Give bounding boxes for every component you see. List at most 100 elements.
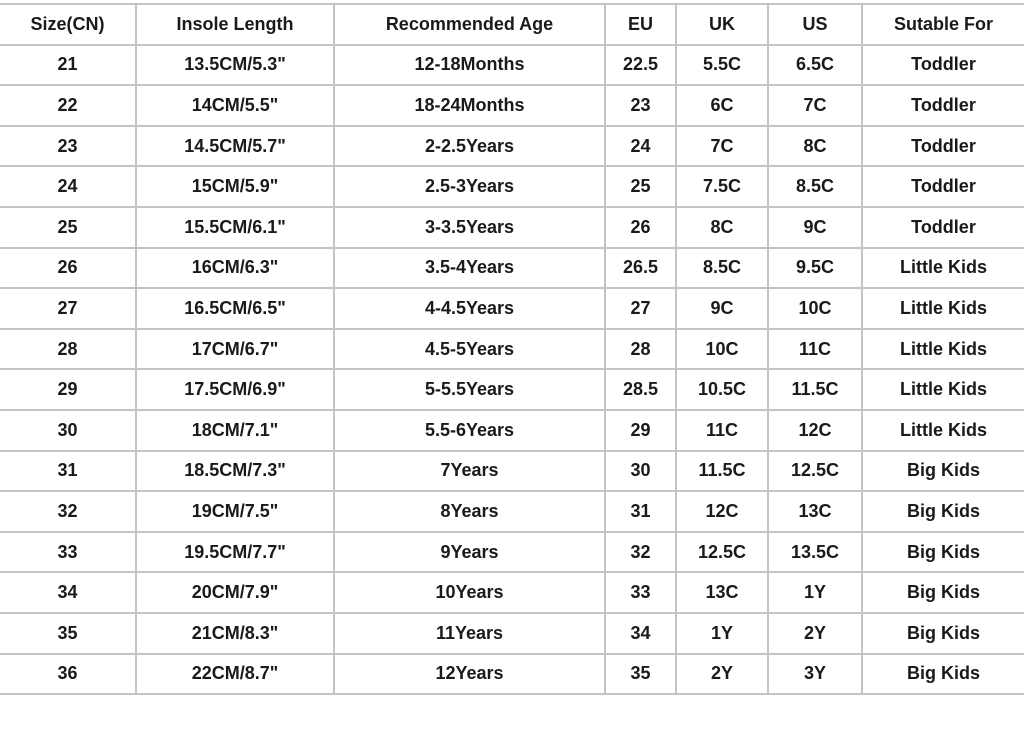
cell-insole-length: 18.5CM/7.3" — [135, 449, 335, 493]
table-row: 25 15.5CM/6.1" 3-3.5Years 26 8C 9C Toddler — [0, 205, 1024, 249]
table-row: 23 14.5CM/5.7" 2-2.5Years 24 7C 8C Toddler — [0, 124, 1024, 168]
cell-eu: 28.5 — [604, 368, 677, 411]
table-row: 30 18CM/7.1" 5.5-6Years 29 11C 12C Little Kids — [0, 408, 1024, 452]
cell-us: 9.5C — [767, 246, 863, 290]
cell-size-cn: 32 — [0, 490, 137, 533]
cell-insole-length: 19CM/7.5" — [135, 490, 335, 533]
cell-size-cn: 23 — [0, 124, 137, 168]
table-row: 33 19.5CM/7.7" 9Years 32 12.5C 13.5C Big Kids — [0, 530, 1024, 574]
cell-insole-length: 14.5CM/5.7" — [135, 124, 335, 168]
cell-eu: 29 — [604, 408, 677, 452]
cell-eu: 30 — [604, 449, 677, 493]
cell-us: 6.5C — [767, 43, 863, 87]
cell-size-cn: 27 — [0, 287, 137, 330]
cell-recommended-age: 18-24Months — [333, 84, 606, 127]
cell-recommended-age: 3-3.5Years — [333, 205, 606, 249]
cell-us: 9C — [767, 205, 863, 249]
cell-recommended-age: 2-2.5Years — [333, 124, 606, 168]
cell-us: 7C — [767, 84, 863, 127]
cell-size-cn: 29 — [0, 368, 137, 411]
cell-insole-length: 14CM/5.5" — [135, 84, 335, 127]
cell-suitable-for: Toddler — [861, 43, 1024, 87]
cell-us: 10C — [767, 287, 863, 330]
cell-insole-length: 15.5CM/6.1" — [135, 205, 335, 249]
cell-recommended-age: 7Years — [333, 449, 606, 493]
cell-suitable-for: Little Kids — [861, 287, 1024, 330]
cell-us: 13.5C — [767, 530, 863, 574]
cell-insole-length: 20CM/7.9" — [135, 571, 335, 614]
cell-insole-length: 15CM/5.9" — [135, 165, 335, 208]
cell-us: 11.5C — [767, 368, 863, 411]
table-row: 32 19CM/7.5" 8Years 31 12C 13C Big Kids — [0, 490, 1024, 533]
cell-size-cn: 22 — [0, 84, 137, 127]
cell-eu: 26 — [604, 205, 677, 249]
cell-eu: 22.5 — [604, 43, 677, 87]
cell-uk: 11.5C — [675, 449, 769, 493]
table-row: 29 17.5CM/6.9" 5-5.5Years 28.5 10.5C 11.5C Lit… — [0, 368, 1024, 411]
cell-uk: 12C — [675, 490, 769, 533]
table-row: 21 13.5CM/5.3" 12-18Months 22.5 5.5C 6.5C Todd… — [0, 43, 1024, 87]
cell-eu: 27 — [604, 287, 677, 330]
cell-uk: 9C — [675, 287, 769, 330]
cell-insole-length: 16.5CM/6.5" — [135, 287, 335, 330]
cell-suitable-for: Big Kids — [861, 449, 1024, 493]
cell-suitable-for: Toddler — [861, 165, 1024, 208]
cell-recommended-age: 9Years — [333, 530, 606, 574]
cell-suitable-for: Little Kids — [861, 408, 1024, 452]
cell-us: 1Y — [767, 571, 863, 614]
header-insole-length: Insole Length — [135, 3, 335, 46]
cell-recommended-age: 8Years — [333, 490, 606, 533]
cell-uk: 8.5C — [675, 246, 769, 290]
cell-suitable-for: Little Kids — [861, 368, 1024, 411]
cell-eu: 35 — [604, 652, 677, 696]
cell-uk: 13C — [675, 571, 769, 614]
cell-us: 13C — [767, 490, 863, 533]
cell-size-cn: 28 — [0, 327, 137, 371]
cell-size-cn: 30 — [0, 408, 137, 452]
header-recommended-age: Recommended Age — [333, 3, 606, 46]
cell-insole-length: 16CM/6.3" — [135, 246, 335, 290]
header-uk: UK — [675, 3, 769, 46]
table-body: 21 13.5CM/5.3" 12-18Months 22.5 5.5C 6.5C Todd… — [0, 43, 1024, 696]
cell-us: 12.5C — [767, 449, 863, 493]
table-row: 22 14CM/5.5" 18-24Months 23 6C 7C Toddler — [0, 84, 1024, 127]
cell-recommended-age: 11Years — [333, 611, 606, 655]
cell-uk: 7.5C — [675, 165, 769, 208]
cell-uk: 6C — [675, 84, 769, 127]
cell-us: 2Y — [767, 611, 863, 655]
cell-eu: 26.5 — [604, 246, 677, 290]
cell-suitable-for: Big Kids — [861, 490, 1024, 533]
cell-size-cn: 24 — [0, 165, 137, 208]
cell-size-cn: 25 — [0, 205, 137, 249]
cell-recommended-age: 12Years — [333, 652, 606, 696]
cell-suitable-for: Toddler — [861, 205, 1024, 249]
cell-eu: 25 — [604, 165, 677, 208]
cell-suitable-for: Little Kids — [861, 246, 1024, 290]
cell-insole-length: 19.5CM/7.7" — [135, 530, 335, 574]
cell-recommended-age: 4-4.5Years — [333, 287, 606, 330]
cell-uk: 8C — [675, 205, 769, 249]
cell-eu: 32 — [604, 530, 677, 574]
header-us: US — [767, 3, 863, 46]
cell-suitable-for: Big Kids — [861, 530, 1024, 574]
cell-eu: 34 — [604, 611, 677, 655]
cell-recommended-age: 10Years — [333, 571, 606, 614]
cell-uk: 10C — [675, 327, 769, 371]
table-row: 35 21CM/8.3" 11Years 34 1Y 2Y Big Kids — [0, 611, 1024, 655]
cell-size-cn: 26 — [0, 246, 137, 290]
cell-us: 11C — [767, 327, 863, 371]
cell-recommended-age: 12-18Months — [333, 43, 606, 87]
cell-uk: 2Y — [675, 652, 769, 696]
header-eu: EU — [604, 3, 677, 46]
cell-suitable-for: Toddler — [861, 84, 1024, 127]
cell-suitable-for: Little Kids — [861, 327, 1024, 371]
header-row: Size(CN) Insole Length Recommended Age E… — [0, 3, 1024, 46]
cell-eu: 33 — [604, 571, 677, 614]
cell-us: 8C — [767, 124, 863, 168]
cell-eu: 23 — [604, 84, 677, 127]
cell-recommended-age: 3.5-4Years — [333, 246, 606, 290]
cell-insole-length: 17CM/6.7" — [135, 327, 335, 371]
cell-size-cn: 34 — [0, 571, 137, 614]
header-suitable-for: Sutable For — [861, 3, 1024, 46]
cell-uk: 10.5C — [675, 368, 769, 411]
